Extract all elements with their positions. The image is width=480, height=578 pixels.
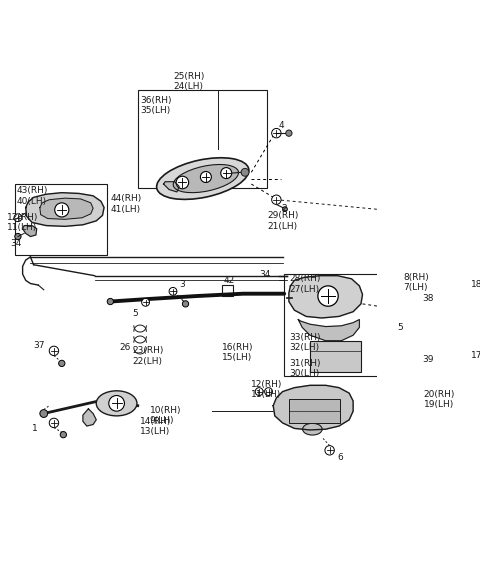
Text: 38: 38 — [422, 294, 433, 303]
Ellipse shape — [302, 423, 322, 435]
Text: 42: 42 — [223, 276, 234, 285]
Bar — [310, 340, 361, 372]
Polygon shape — [23, 225, 36, 236]
Circle shape — [176, 176, 189, 189]
Circle shape — [49, 346, 59, 355]
Text: 43(RH)
40(LH): 43(RH) 40(LH) — [16, 187, 48, 206]
Circle shape — [109, 395, 124, 411]
Circle shape — [286, 130, 292, 136]
Text: 25(RH)
24(LH): 25(RH) 24(LH) — [173, 72, 204, 91]
Ellipse shape — [96, 391, 137, 416]
Polygon shape — [83, 409, 96, 426]
Circle shape — [283, 207, 288, 212]
Text: 37: 37 — [34, 340, 45, 350]
Text: 28(RH)
27(LH): 28(RH) 27(LH) — [289, 274, 320, 294]
Circle shape — [142, 298, 149, 306]
Text: 26: 26 — [120, 343, 131, 352]
Text: 17: 17 — [470, 351, 480, 360]
Bar — [222, 285, 232, 296]
Circle shape — [437, 360, 445, 368]
Ellipse shape — [156, 158, 249, 199]
Polygon shape — [164, 181, 179, 192]
Polygon shape — [40, 198, 93, 219]
Text: 10(RH)
9(LH): 10(RH) 9(LH) — [149, 406, 181, 425]
Polygon shape — [26, 192, 104, 227]
Text: 44(RH)
41(LH): 44(RH) 41(LH) — [110, 194, 142, 214]
Bar — [289, 399, 340, 423]
Circle shape — [40, 410, 48, 417]
Circle shape — [241, 168, 249, 176]
Ellipse shape — [173, 165, 239, 192]
Circle shape — [15, 234, 21, 240]
Text: 23(RH)
22(LH): 23(RH) 22(LH) — [132, 346, 164, 365]
Circle shape — [325, 446, 334, 455]
Circle shape — [395, 286, 402, 294]
Circle shape — [221, 168, 232, 179]
Text: 4: 4 — [279, 121, 284, 131]
Text: 6: 6 — [337, 453, 343, 462]
Circle shape — [107, 298, 113, 305]
Text: 34: 34 — [10, 239, 22, 248]
Circle shape — [49, 418, 59, 428]
Circle shape — [436, 302, 443, 309]
Circle shape — [200, 172, 211, 183]
Circle shape — [272, 128, 281, 138]
Text: 12(RH)
11(LH): 12(RH) 11(LH) — [252, 380, 283, 399]
Circle shape — [55, 203, 69, 217]
Circle shape — [59, 360, 65, 366]
Circle shape — [272, 195, 281, 205]
Text: 39: 39 — [422, 355, 433, 364]
Ellipse shape — [472, 349, 480, 390]
Text: 5: 5 — [397, 323, 403, 332]
Circle shape — [388, 305, 396, 313]
Polygon shape — [298, 320, 360, 340]
Ellipse shape — [431, 299, 448, 312]
Text: 36(RH)
35(LH): 36(RH) 35(LH) — [140, 95, 171, 115]
Ellipse shape — [472, 285, 480, 323]
Text: 29(RH)
21(LH): 29(RH) 21(LH) — [267, 212, 299, 231]
Circle shape — [318, 286, 338, 306]
Circle shape — [264, 388, 273, 395]
Text: 1: 1 — [32, 424, 38, 434]
Text: 16(RH)
15(LH): 16(RH) 15(LH) — [222, 343, 253, 362]
Text: 5: 5 — [132, 309, 138, 318]
Text: 2: 2 — [281, 203, 287, 213]
Bar — [138, 90, 267, 188]
Text: 14(RH)
13(LH): 14(RH) 13(LH) — [140, 417, 171, 436]
Text: 3: 3 — [179, 280, 185, 290]
Circle shape — [255, 388, 263, 395]
Polygon shape — [273, 386, 353, 430]
Circle shape — [182, 301, 189, 307]
Circle shape — [169, 287, 177, 295]
Text: 20(RH)
19(LH): 20(RH) 19(LH) — [423, 390, 455, 409]
Circle shape — [60, 432, 66, 438]
Text: 34: 34 — [259, 270, 271, 279]
Circle shape — [14, 214, 22, 221]
Text: 12(RH)
11(LH): 12(RH) 11(LH) — [7, 213, 38, 232]
Text: 31(RH)
30(LH): 31(RH) 30(LH) — [289, 359, 320, 378]
Bar — [15, 184, 107, 254]
Text: 18: 18 — [470, 280, 480, 290]
Text: 8(RH)
7(LH): 8(RH) 7(LH) — [403, 273, 429, 292]
Bar — [284, 274, 398, 376]
Polygon shape — [289, 276, 362, 318]
Text: 33(RH)
32(LH): 33(RH) 32(LH) — [289, 333, 320, 352]
Circle shape — [398, 316, 403, 321]
